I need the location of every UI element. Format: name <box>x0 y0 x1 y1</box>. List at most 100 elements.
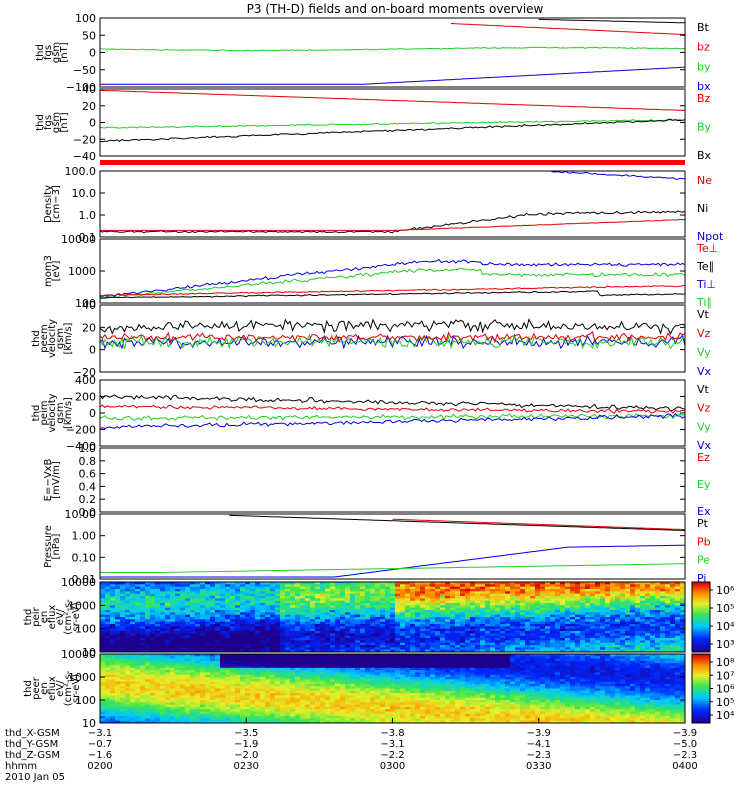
colorbar-label: 10⁸ <box>716 656 735 669</box>
y-tick-label: 10.00 <box>65 508 97 521</box>
panel-frame <box>99 513 686 580</box>
y-axis-label: peir <box>31 606 42 626</box>
y-axis-label: [eV] <box>51 261 62 282</box>
y-axis-label: sr-eV) <box>71 602 82 631</box>
legend-Ni: Ni <box>697 202 708 215</box>
legend-Te⊥: Te⊥ <box>696 242 718 255</box>
panel-frame <box>99 238 686 304</box>
y-axis-label: [nT] <box>59 42 70 62</box>
colorbar-label: 10⁴ <box>716 709 735 722</box>
y-tick-label: −20 <box>73 133 96 146</box>
series-Pi <box>100 563 686 573</box>
y-axis-label: thd <box>31 405 42 422</box>
y-tick-label: 40 <box>82 299 96 312</box>
y-axis-label: thd <box>31 330 42 347</box>
y-tick-label: 1.00 <box>72 530 97 543</box>
y-axis-label: [mV/m] <box>51 461 62 499</box>
y-tick-label: 1.0 <box>79 209 97 222</box>
x-tick-label: 0330 <box>526 761 551 772</box>
y-tick-label: 0.01 <box>72 573 97 586</box>
series-Vy <box>99 330 686 344</box>
y-tick-label: 0.8 <box>79 455 97 468</box>
series-Ti∥ <box>99 290 686 299</box>
y-tick-label: −20 <box>73 366 96 379</box>
legend-by: by <box>697 60 711 73</box>
panel-efield: 1.00.80.60.40.20.0 E=−VxB[mV/m] Ez Ey Ex <box>43 442 711 519</box>
legend-By: By <box>697 121 712 134</box>
y-axis-label: thd <box>35 44 46 61</box>
y-tick-label: 200 <box>75 391 96 404</box>
y-tick-label: 20 <box>82 100 96 113</box>
x-tick-label: −1.6 <box>88 750 112 761</box>
plot-title: P3 (TH-D) fields and on-board moments ov… <box>247 2 544 16</box>
series-bx <box>100 66 686 85</box>
y-axis-label: Density <box>43 185 54 223</box>
y-tick-label: 100 <box>75 12 96 25</box>
y-tick-label: 100 <box>75 623 96 636</box>
series-Pb <box>392 518 686 531</box>
x-tick-label: −3.1 <box>88 728 112 739</box>
y-tick-label: 10000 <box>61 648 96 661</box>
x-tick-label: −3.5 <box>234 728 258 739</box>
y-axis-label: gsm <box>51 42 62 63</box>
series-Ni <box>99 210 686 234</box>
y-axis-label: thd <box>35 114 46 131</box>
x-tick-label: 0300 <box>380 761 405 772</box>
panel-frame <box>99 581 686 653</box>
legend-Pi: Pi <box>697 572 706 585</box>
x-tick-label: −3.8 <box>380 728 404 739</box>
y-tick-label: 100.0 <box>65 165 97 178</box>
y-axis-label: en <box>39 682 50 695</box>
y-tick-label: 100 <box>75 694 96 707</box>
y-tick-label: −100 <box>66 81 96 94</box>
x-tick-label: −2.3 <box>527 750 551 761</box>
y-axis-label: velocity <box>47 319 58 358</box>
y-tick-label: 1.0 <box>79 442 97 455</box>
y-axis-label: Pressure <box>43 525 54 568</box>
colorbar-label: 10⁶ <box>716 584 735 597</box>
legend-Vx: Vx <box>697 365 712 378</box>
y-tick-label: 0.0 <box>79 506 97 519</box>
y-axis-label: fgs <box>43 115 54 130</box>
y-tick-label: −400 <box>66 440 96 453</box>
panel-pressure: 10.00 1.00 0.10 0.01 Pressure[nPa] Pt Pb Pe Pi <box>43 508 711 586</box>
x-tick-label: −3.1 <box>380 739 404 750</box>
legend-Bx: Bx <box>697 149 712 162</box>
legend-Ti⊥: Ti⊥ <box>696 278 716 291</box>
y-axis-label: [cm−3] <box>51 185 62 223</box>
series-Vt <box>99 333 686 350</box>
legend-Vz: Vz <box>697 402 711 415</box>
y-axis-label: eV/ <box>55 680 66 697</box>
legend-Ex: Ex <box>697 505 711 518</box>
x-row-label: thd_Z-GSM <box>5 750 60 761</box>
y-axis-label: velocity <box>47 393 58 432</box>
x-tick-label: −2.0 <box>234 750 258 761</box>
panels: 100500−50−100thdfgsgsm[nT]Btbzbybx40200−… <box>23 12 735 730</box>
y-axis-label: en <box>39 611 50 624</box>
legend-Ey: Ey <box>697 478 711 491</box>
y-tick-label: −40 <box>73 150 96 163</box>
y-tick-label: −50 <box>73 64 96 77</box>
legend-Vx: Vx <box>697 439 712 452</box>
panel-frame <box>99 170 686 238</box>
series-Pt <box>229 514 686 531</box>
y-axis-label: peim <box>39 400 50 425</box>
x-tick-label: 0230 <box>234 761 259 772</box>
panel-frame <box>99 17 686 88</box>
legend-Vy: Vy <box>697 346 711 359</box>
y-tick-label: 0 <box>89 47 96 60</box>
legend-Bt: Bt <box>697 21 710 34</box>
legend-Ti∥: Ti∥ <box>696 296 712 309</box>
legend-Npot: Npot <box>697 230 724 243</box>
series-Ti⊥ <box>99 284 686 297</box>
y-tick-label: 10 <box>82 646 96 659</box>
y-tick-label: 50 <box>82 29 96 42</box>
y-tick-label: 10000 <box>61 576 96 589</box>
y-tick-label: 400 <box>75 374 96 387</box>
series-Te∥ <box>99 267 686 300</box>
y-tick-label: 0 <box>89 344 96 357</box>
y-tick-label: 0.1 <box>79 231 97 244</box>
series-Bz <box>99 89 685 111</box>
